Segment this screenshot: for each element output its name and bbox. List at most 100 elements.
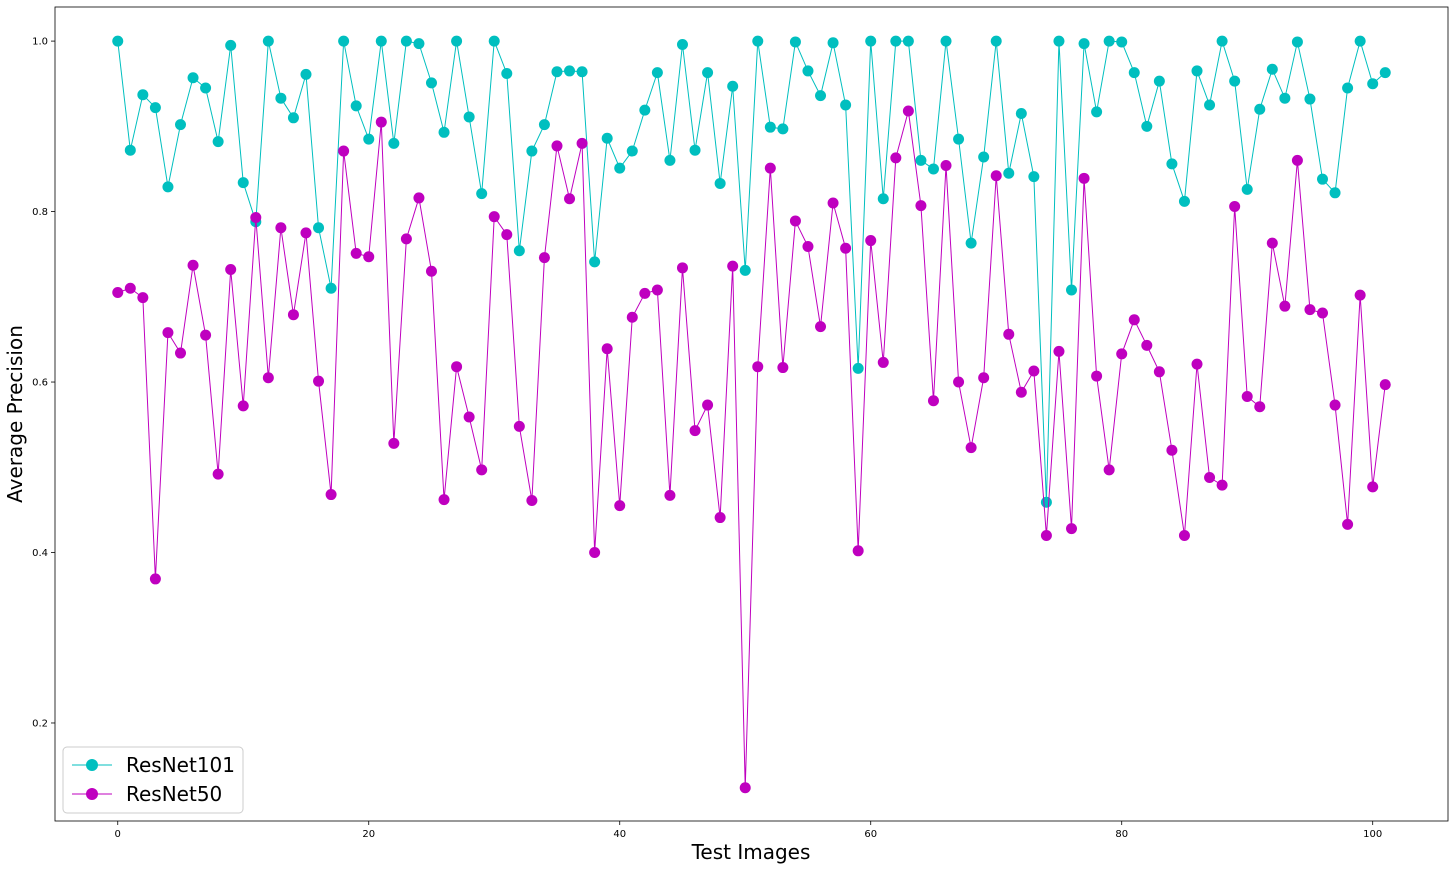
- data-point-resnet101: [124, 144, 136, 156]
- data-point-resnet101: [1103, 35, 1115, 47]
- data-point-resnet50: [827, 197, 839, 209]
- data-point-resnet101: [676, 39, 688, 50]
- legend-marker-resnet101: [86, 759, 98, 771]
- data-point-resnet50: [1266, 237, 1278, 249]
- data-point-resnet50: [488, 211, 500, 223]
- y-tick-label: 0.8: [32, 207, 48, 218]
- data-point-resnet101: [953, 133, 965, 145]
- data-point-resnet50: [990, 170, 1002, 182]
- data-point-resnet50: [250, 212, 262, 224]
- data-point-resnet50: [639, 287, 651, 299]
- data-point-resnet50: [425, 265, 437, 277]
- data-point-resnet101: [413, 38, 425, 50]
- data-point-resnet101: [513, 245, 525, 257]
- data-point-resnet101: [538, 119, 550, 131]
- data-point-resnet101: [1279, 92, 1291, 104]
- data-point-resnet50: [1279, 300, 1291, 312]
- data-point-resnet50: [538, 252, 550, 264]
- data-point-resnet101: [564, 65, 576, 77]
- data-point-resnet50: [1241, 391, 1253, 403]
- data-point-resnet101: [350, 100, 362, 112]
- data-point-resnet101: [789, 36, 801, 48]
- data-point-resnet101: [890, 35, 902, 47]
- data-point-resnet101: [175, 119, 186, 131]
- data-point-resnet50: [137, 292, 149, 304]
- data-point-resnet101: [1204, 99, 1216, 111]
- data-point-resnet101: [551, 66, 563, 78]
- data-point-resnet50: [1128, 314, 1140, 326]
- data-point-resnet101: [476, 188, 488, 200]
- data-point-resnet50: [1003, 328, 1015, 340]
- data-point-resnet50: [702, 399, 714, 411]
- data-point-resnet50: [1141, 339, 1153, 351]
- data-point-resnet101: [1229, 75, 1241, 87]
- data-point-resnet50: [978, 372, 990, 384]
- data-point-resnet50: [651, 284, 663, 296]
- data-point-resnet50: [789, 215, 801, 227]
- x-tick-label: 100: [1363, 829, 1382, 840]
- data-point-resnet101: [978, 151, 990, 163]
- data-point-resnet50: [1216, 479, 1228, 491]
- data-point-resnet50: [162, 327, 174, 339]
- data-point-resnet101: [802, 65, 814, 77]
- data-point-resnet50: [764, 162, 776, 174]
- data-point-resnet50: [1078, 172, 1090, 184]
- series-resnet101: [112, 35, 1391, 508]
- legend: ResNet101 ResNet50: [62, 746, 244, 814]
- data-point-resnet50: [965, 442, 977, 454]
- data-point-resnet101: [1053, 35, 1065, 47]
- data-point-resnet101: [1379, 67, 1391, 79]
- data-point-resnet101: [1015, 108, 1027, 120]
- data-point-resnet101: [639, 104, 651, 116]
- data-point-resnet50: [1091, 370, 1103, 382]
- data-point-resnet50: [727, 260, 739, 272]
- data-point-resnet101: [927, 163, 939, 175]
- data-point-resnet50: [877, 356, 889, 368]
- x-tick-label: 0: [115, 829, 121, 840]
- data-point-resnet101: [1329, 187, 1341, 199]
- data-point-resnet50: [338, 145, 350, 157]
- data-point-resnet50: [1178, 529, 1190, 541]
- data-point-resnet50: [1066, 523, 1078, 535]
- data-point-resnet50: [940, 160, 952, 172]
- data-point-resnet101: [589, 256, 601, 268]
- data-point-resnet101: [1028, 171, 1040, 183]
- data-point-resnet50: [1354, 289, 1366, 301]
- data-point-resnet101: [1191, 65, 1203, 77]
- data-point-resnet50: [664, 489, 676, 501]
- data-point-resnet50: [501, 229, 513, 241]
- data-point-resnet101: [752, 35, 764, 47]
- data-point-resnet50: [1342, 518, 1354, 530]
- data-point-resnet101: [162, 181, 174, 193]
- data-point-resnet50: [262, 372, 274, 384]
- data-point-resnet101: [1066, 284, 1078, 296]
- data-point-resnet50: [852, 545, 864, 557]
- legend-label-resnet50: ResNet50: [126, 782, 222, 806]
- data-point-resnet101: [1091, 106, 1103, 118]
- data-point-resnet50: [1166, 444, 1178, 456]
- data-point-resnet101: [400, 35, 412, 47]
- data-point-resnet50: [375, 116, 387, 128]
- data-point-resnet101: [501, 67, 513, 79]
- data-point-resnet50: [438, 494, 450, 506]
- data-point-resnet101: [877, 193, 889, 205]
- data-point-resnet50: [400, 233, 412, 245]
- data-point-resnet101: [852, 362, 864, 374]
- data-point-resnet101: [990, 35, 1002, 47]
- data-point-resnet50: [777, 362, 789, 374]
- data-point-resnet101: [1153, 75, 1165, 87]
- data-point-resnet101: [702, 67, 714, 79]
- data-point-resnet101: [915, 154, 927, 166]
- data-point-resnet50: [676, 262, 688, 274]
- data-point-resnet101: [187, 72, 199, 84]
- data-point-resnet101: [463, 111, 475, 123]
- data-point-resnet50: [1040, 529, 1052, 541]
- data-point-resnet50: [300, 227, 312, 239]
- data-point-resnet101: [689, 144, 701, 156]
- data-point-resnet50: [1015, 386, 1027, 398]
- data-point-resnet101: [827, 37, 839, 49]
- data-point-resnet50: [1153, 366, 1165, 378]
- data-point-resnet50: [915, 200, 927, 212]
- data-point-resnet50: [551, 140, 563, 152]
- data-point-resnet101: [149, 102, 161, 114]
